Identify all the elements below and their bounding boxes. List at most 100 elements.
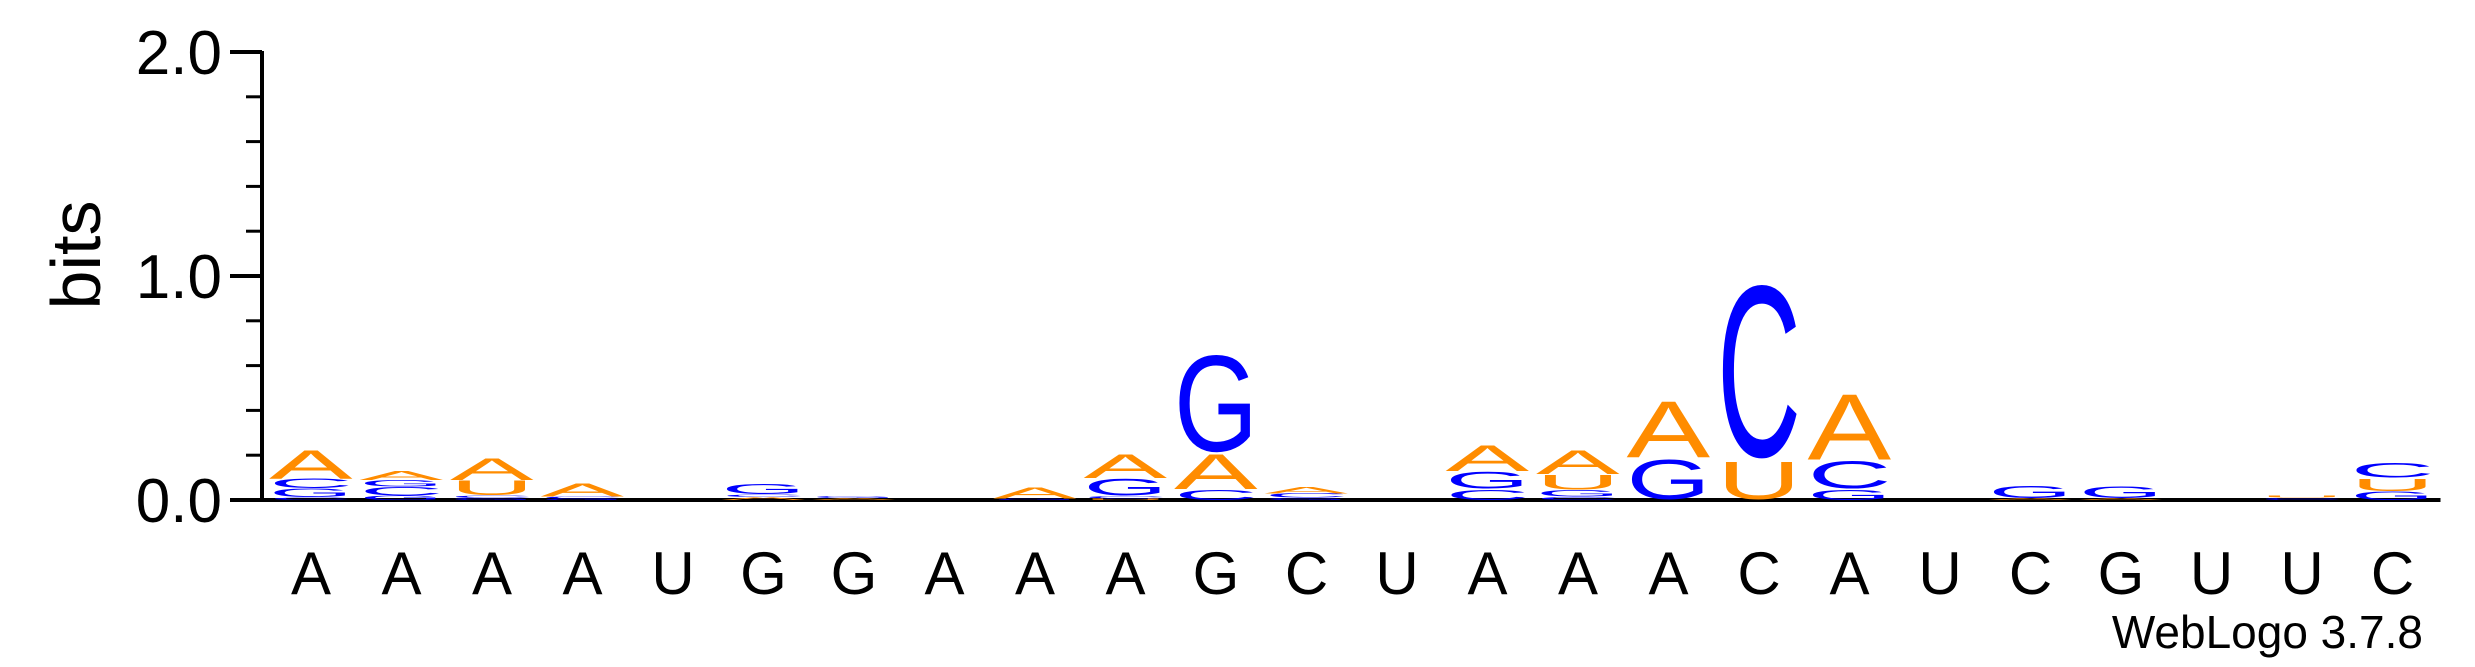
x-tick-label: A [1105, 540, 1145, 607]
x-tick-label: A [1467, 540, 1507, 607]
logo-letter: C [269, 476, 353, 491]
logo-letter: C [1808, 454, 1892, 497]
logo-letter: A [1627, 385, 1711, 475]
logo-column: CGA [1446, 437, 1530, 503]
logo-letter: C [2351, 458, 2435, 482]
x-tick-label: A [562, 540, 602, 607]
x-tick-label: C [1737, 540, 1780, 607]
y-tick-label: 0.0 [136, 467, 222, 536]
x-tick-label: G [1193, 540, 1240, 607]
logo-letter: A [450, 452, 534, 487]
logo-letter: G [1989, 482, 2073, 502]
logo-letter: G [1084, 474, 1168, 501]
logo-letter: A [1808, 376, 1892, 480]
logo-letter: C [1084, 495, 1168, 499]
logo-letter: C [722, 494, 806, 498]
logo-letter: A [993, 485, 1077, 502]
logo-letter: A [541, 480, 625, 501]
logo-letter: U [1084, 498, 1168, 500]
weblogo-credit: WebLogo 3.7.8 [2112, 606, 2423, 658]
x-tick-label: U [1918, 540, 1961, 607]
x-tick-label: U [2280, 540, 2323, 607]
logo-letter: C [1446, 486, 1530, 503]
logo-letter: G [2351, 489, 2435, 502]
logo-column: GCA [541, 480, 625, 501]
x-tick-label: A [924, 540, 964, 607]
x-tick-label: A [381, 540, 421, 607]
x-tick-label: A [1015, 540, 1055, 607]
logo-letter: C [450, 495, 534, 499]
y-tick-label: 1.0 [136, 243, 222, 312]
logo-letter: C [1717, 234, 1801, 509]
logo-letter: G [2079, 483, 2163, 501]
logo-letter: C [1174, 486, 1258, 503]
logo-letter: G [450, 498, 534, 501]
logo-letter: A [1084, 448, 1169, 486]
x-tick-label: A [1648, 540, 1688, 607]
logo-letter: G [1627, 448, 1711, 511]
x-tick-label: G [831, 540, 878, 607]
logo-letter: A [1989, 498, 2073, 501]
logo-column: GCA [1265, 485, 1350, 501]
logo-column: CU [2260, 496, 2344, 501]
logo-letter: A [1265, 485, 1350, 495]
x-tick-label: G [740, 540, 787, 607]
logo-letter: A [1446, 437, 1530, 479]
chart-axes: 0.0 1.0 2.0 [136, 19, 2441, 536]
logo-letter: A [360, 469, 444, 483]
logo-column: CAG [1174, 327, 1258, 503]
logo-letter: G [1536, 489, 1620, 499]
logo-letter: G [360, 495, 444, 502]
x-tick-label: U [651, 540, 694, 607]
logo-column: GA [993, 485, 1077, 502]
logo-letter: A [2079, 498, 2163, 501]
logo-column: AG [1989, 482, 2073, 502]
logo-letter: C [541, 496, 625, 499]
x-tick-label: C [2009, 540, 2052, 607]
logo-letter: U [2260, 496, 2344, 499]
x-tick-label: G [2098, 540, 2145, 607]
x-tick-label: A [472, 540, 512, 607]
logo-letter: G [1808, 486, 1892, 503]
logo-letter: C [269, 497, 353, 501]
logo-letter: G [360, 478, 444, 488]
logo-letter: G [269, 486, 353, 499]
logo-letter: U [2351, 475, 2435, 495]
logo-letter: G [1265, 497, 1349, 500]
logo-letter: G [722, 481, 806, 498]
logo-letter: G [812, 496, 896, 499]
logo-letter: C [360, 485, 444, 498]
logo-letter: A [269, 442, 353, 487]
logo-column: UC [1717, 234, 1801, 511]
x-tick-label: A [291, 540, 331, 607]
logo-letter: C [1536, 496, 1620, 501]
logo-letter: U [450, 476, 534, 500]
logo-letter: U [1536, 471, 1620, 495]
logo-letter: C [2260, 497, 2344, 500]
logo-letter: A [722, 496, 806, 501]
x-tick-label: U [2190, 540, 2233, 607]
x-tick-label: C [2371, 540, 2414, 607]
logo-letter: A [1174, 444, 1258, 499]
logo-letter: G [993, 498, 1077, 500]
x-tick-label: A [1829, 540, 1869, 607]
logo-column: ACG [722, 481, 806, 501]
logo-letter: A [1536, 444, 1621, 482]
logo-letter: C [1265, 492, 1349, 499]
logo-column: AG [812, 496, 896, 500]
logo-letter: G [1446, 467, 1530, 494]
logo-column: GA [1627, 385, 1711, 512]
logo-column: GUC [2351, 458, 2435, 502]
logo-letter: G [1174, 327, 1258, 480]
y-axis-label: bits [37, 201, 115, 310]
logo-letter: G [541, 498, 625, 500]
y-tick-label: 2.0 [136, 19, 222, 88]
